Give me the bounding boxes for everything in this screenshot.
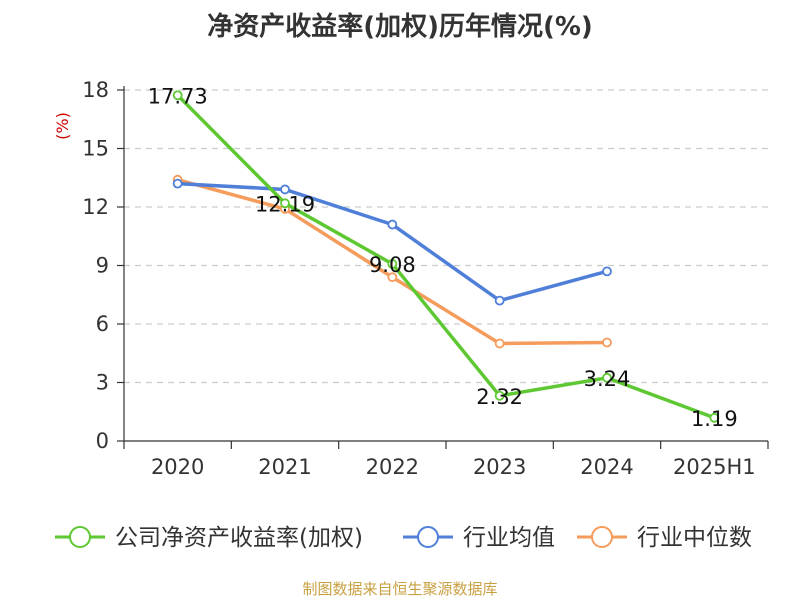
y-axis-label: (%) — [53, 112, 72, 140]
x-tick-label: 2022 — [366, 455, 419, 479]
data-label: 3.24 — [584, 367, 631, 391]
data-point[interactable] — [387, 272, 398, 283]
data-point[interactable] — [602, 337, 612, 348]
data-point[interactable] — [602, 372, 612, 383]
data-labels: 17.73 12.19 9.08 2.32 3.24 1.19 — [148, 84, 738, 431]
x-tick-label: 2021 — [258, 455, 311, 479]
legend-item[interactable]: 公司净资产收益率(加权) — [55, 525, 363, 551]
data-point[interactable] — [280, 184, 290, 195]
legend-item[interactable]: 行业均值 — [403, 525, 555, 551]
data-point[interactable] — [387, 219, 398, 230]
data-point[interactable] — [494, 390, 505, 401]
y-tick-label: 6 — [96, 312, 109, 336]
legend-label: 公司净资产收益率(加权) — [115, 525, 363, 551]
chart-title: 净资产收益率(加权)历年情况(%) — [207, 12, 593, 42]
data-point[interactable] — [602, 266, 612, 277]
x-tick-label: 2020 — [151, 455, 204, 479]
data-point[interactable] — [709, 412, 720, 423]
data-point[interactable] — [172, 178, 183, 189]
legend-marker — [69, 526, 91, 548]
x-tick-label: 2023 — [473, 455, 526, 479]
legend-label: 行业均值 — [463, 525, 555, 551]
legend-marker — [591, 526, 613, 548]
x-tick-label: 2025H1 — [673, 455, 756, 479]
data-source-note: 制图数据来自恒生聚源数据库 — [302, 580, 498, 598]
series-lines — [172, 90, 720, 423]
x-tick-label: 2024 — [580, 455, 633, 479]
axes: 0 3 6 9 12 15 18 2020 2021 2022 2023 2024 2025H1 — [82, 78, 769, 479]
y-tick-label: 15 — [82, 137, 109, 161]
series-line — [177, 181, 608, 303]
grid-lines — [124, 89, 768, 384]
y-tick-label: 18 — [82, 78, 109, 102]
y-tick-label: 9 — [96, 254, 109, 278]
data-label: 12.19 — [255, 192, 315, 216]
legend-label: 行业中位数 — [637, 525, 752, 551]
data-label: 2.32 — [476, 385, 523, 409]
data-point[interactable] — [387, 259, 398, 269]
data-point[interactable] — [172, 90, 183, 101]
data-point[interactable] — [494, 338, 505, 349]
data-label: 1.19 — [691, 407, 738, 431]
data-point[interactable] — [494, 295, 505, 306]
y-tick-label: 12 — [82, 195, 109, 219]
legend[interactable]: 公司净资产收益率(加权) 行业均值 行业中位数 — [55, 525, 752, 551]
y-tick-label: 0 — [96, 429, 109, 453]
legend-item[interactable]: 行业中位数 — [577, 525, 752, 551]
data-label: 17.73 — [148, 84, 208, 108]
data-point[interactable] — [280, 198, 290, 209]
series-line — [176, 94, 715, 420]
data-label: 9.08 — [369, 253, 416, 277]
y-tick-label: 3 — [96, 371, 109, 395]
legend-marker — [417, 526, 439, 548]
